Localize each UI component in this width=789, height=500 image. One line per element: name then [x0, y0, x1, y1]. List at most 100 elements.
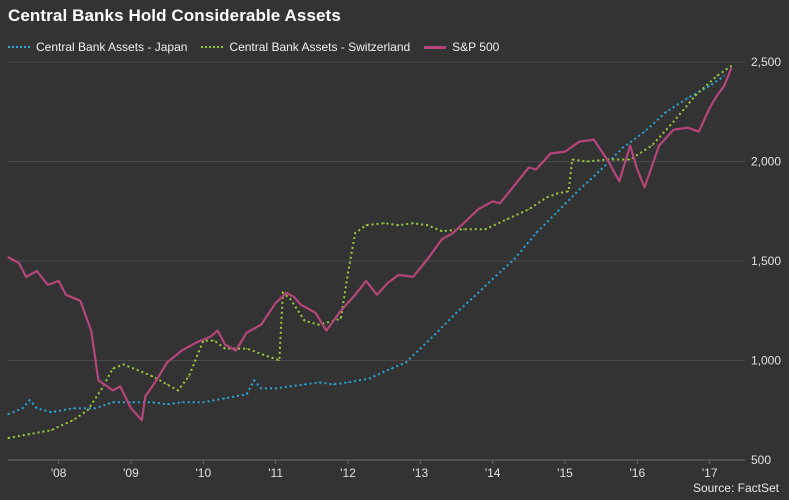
axis-labels: 500 1,000 1,500 2,000 2,500 '08 '09 '10 '11 '12 '1…	[51, 55, 782, 480]
data-point	[463, 222, 465, 224]
data-point	[419, 348, 421, 350]
data-point	[730, 67, 733, 69]
data-point	[369, 377, 371, 379]
data-point	[166, 361, 168, 364]
x-tick-label: '17	[702, 466, 718, 480]
data-point	[578, 141, 581, 143]
data-point	[506, 218, 508, 220]
data-point	[7, 437, 9, 439]
data-point	[672, 121, 675, 123]
data-point	[224, 348, 226, 350]
data-point	[25, 276, 27, 278]
data-point	[477, 208, 479, 210]
data-point	[246, 348, 248, 350]
series-1	[7, 65, 733, 440]
data-point	[155, 379, 157, 381]
data-point	[289, 385, 291, 387]
data-point	[253, 379, 255, 381]
data-point	[354, 294, 356, 296]
legend-label-sp500: S&P 500	[452, 40, 500, 54]
data-point	[557, 192, 559, 194]
y-tick-label: 1,500	[751, 254, 781, 268]
data-point	[535, 232, 537, 234]
x-tick-label: '13	[413, 466, 429, 480]
legend-item-sp500[interactable]: S&P 500	[424, 40, 499, 54]
data-point	[629, 158, 631, 161]
data-point	[101, 387, 103, 389]
data-point	[72, 407, 74, 409]
data-point	[528, 166, 530, 169]
data-point	[412, 222, 414, 224]
data-point	[492, 278, 494, 280]
data-point	[622, 147, 624, 149]
data-point	[87, 409, 89, 411]
data-point	[285, 292, 288, 294]
data-point	[665, 111, 667, 113]
data-point	[730, 65, 733, 67]
data-point	[224, 344, 226, 346]
data-point	[441, 238, 443, 240]
data-point	[365, 280, 367, 282]
data-point	[332, 383, 335, 385]
data-point	[213, 340, 215, 342]
data-point	[202, 401, 204, 403]
data-point	[36, 270, 38, 272]
x-tick-label: '08	[51, 466, 67, 480]
legend-item-switzerland[interactable]: Central Bank Assets - Switzerland	[201, 40, 410, 54]
data-point	[246, 332, 248, 334]
source-note: Source: FactSet	[692, 481, 779, 495]
data-point	[282, 292, 284, 294]
chart-legend: Central Bank Assets - Japan Central Bank…	[8, 40, 513, 54]
data-point	[347, 272, 349, 274]
y-tick-label: 2,000	[751, 155, 781, 169]
data-point	[629, 145, 631, 147]
data-point	[535, 168, 537, 171]
data-point	[137, 369, 139, 371]
legend-swatch-sp500	[424, 45, 447, 49]
data-point	[347, 381, 349, 383]
data-point	[549, 152, 552, 155]
series-line-2	[7, 67, 733, 422]
data-point	[452, 232, 454, 234]
data-point	[477, 292, 479, 294]
data-point	[593, 139, 595, 141]
y-tick-label: 2,500	[751, 55, 781, 69]
legend-item-japan[interactable]: Central Bank Assets - Japan	[8, 40, 187, 54]
data-point	[65, 294, 67, 296]
data-point	[50, 411, 53, 413]
legend-label-japan: Central Bank Assets - Japan	[36, 40, 188, 54]
data-point	[224, 397, 226, 399]
data-point	[314, 312, 316, 314]
data-point	[578, 188, 581, 190]
data-point	[36, 407, 38, 409]
data-point	[112, 401, 114, 403]
data-point	[441, 230, 443, 232]
data-point	[694, 95, 696, 97]
data-point	[390, 367, 392, 370]
data-point	[484, 228, 486, 230]
series-2	[7, 67, 733, 422]
data-point	[644, 131, 646, 133]
data-point	[398, 274, 400, 276]
data-point	[112, 367, 114, 370]
data-point	[636, 168, 638, 171]
data-point	[141, 419, 143, 421]
x-tick-label: '16	[630, 466, 646, 480]
data-point	[47, 284, 49, 286]
data-point	[564, 151, 566, 153]
data-point	[275, 302, 277, 304]
data-point	[325, 330, 327, 332]
legend-swatch-japan	[8, 46, 30, 48]
data-point	[293, 296, 295, 298]
data-point	[166, 403, 168, 405]
data-point	[709, 85, 711, 87]
data-point	[275, 387, 277, 389]
data-point	[658, 145, 660, 147]
data-point	[123, 363, 125, 366]
data-point	[79, 300, 81, 302]
data-point	[387, 282, 389, 284]
data-point	[716, 75, 718, 77]
data-point	[463, 228, 465, 230]
data-point	[568, 190, 570, 192]
legend-swatch-switzerland	[201, 46, 224, 48]
